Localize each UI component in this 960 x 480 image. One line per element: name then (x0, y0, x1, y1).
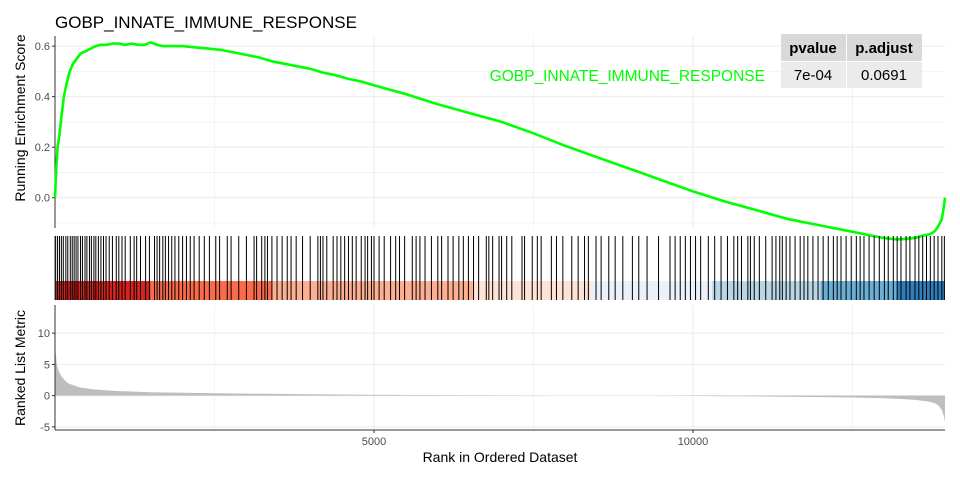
chart-title: GOBP_INNATE_IMMUNE_RESPONSE (55, 13, 357, 32)
rank-color-bar (55, 281, 945, 300)
color-block (271, 281, 473, 300)
ranked-metric-y-ticks: -5 0 5 10 (38, 305, 945, 434)
y-tick-label: -5 (40, 422, 50, 434)
color-block (590, 281, 713, 300)
color-block (820, 281, 898, 300)
x-tick-label: 5000 (362, 436, 386, 448)
y-tick-label: 0.0 (35, 193, 50, 205)
ranked-metric-grid (55, 305, 945, 430)
y-tick-label: 10 (38, 328, 50, 340)
table-cell (847, 62, 922, 88)
color-block (712, 281, 821, 300)
x-axis-title: Rank in Ordered Dataset (423, 449, 578, 465)
enrichment-y-ticks: 0.0 0.2 0.4 0.6 (35, 36, 56, 228)
ranked-metric-panel: -5 0 5 10 Ranked List Metric 5000 10000 Rank… (12, 305, 945, 465)
hits-panel (54, 236, 945, 300)
ranked-metric-y-axis-title: Ranked List Metric (12, 310, 28, 426)
enrichment-y-axis-title: Running Enrichment Score (12, 34, 28, 202)
table-header-pvalue: pvalue (789, 40, 837, 57)
gene-hit-marks (54, 236, 945, 300)
color-block (150, 281, 272, 300)
table-value-padjust: 0.0691 (861, 67, 907, 84)
y-tick-label: 0.2 (35, 142, 50, 154)
table-cell (781, 62, 846, 88)
table-value-pvalue: 7e-04 (794, 67, 832, 84)
y-tick-label: 0.4 (35, 92, 50, 104)
ranked-metric-area (55, 348, 945, 422)
enrichment-score-line (53, 41, 947, 241)
y-tick-label: 5 (44, 359, 50, 371)
color-block (897, 281, 945, 300)
table-header-cell (781, 34, 846, 61)
table-header-padjust: p.adjust (855, 40, 913, 57)
table-header-cell (847, 34, 922, 61)
x-axis-ticks: 5000 10000 (362, 430, 709, 448)
x-tick-label: 10000 (678, 436, 709, 448)
color-block (55, 281, 151, 300)
y-tick-label: 0.6 (35, 41, 50, 53)
stats-table: pvalue p.adjust 7e-04 0.0691 GOBP_INNATE… (490, 34, 922, 88)
y-tick-label: 0 (44, 391, 50, 403)
table-row-label: GOBP_INNATE_IMMUNE_RESPONSE (490, 68, 765, 85)
enrichment-panel: 0.0 0.2 0.4 0.6 Running Enrichment Score (12, 34, 947, 241)
